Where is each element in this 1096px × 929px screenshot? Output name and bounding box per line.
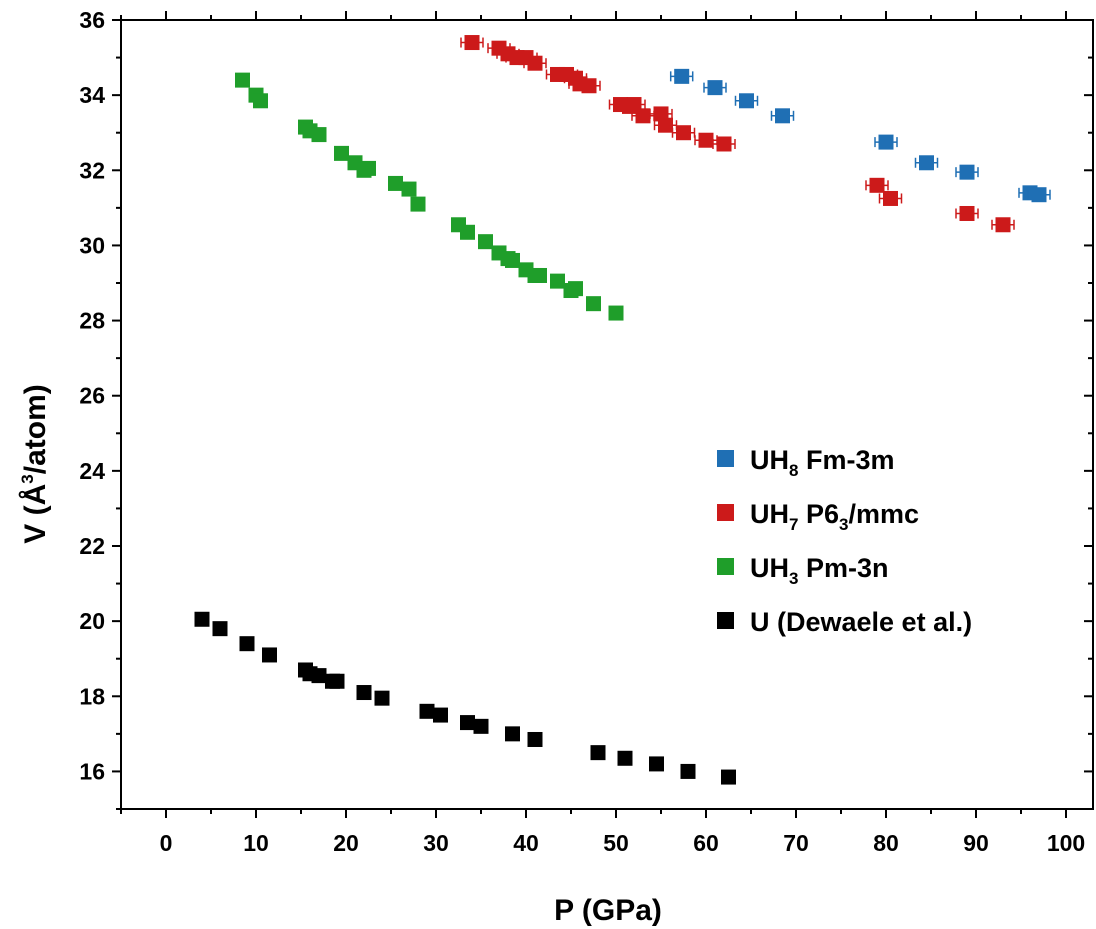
data-point <box>883 190 898 206</box>
data-point <box>194 611 210 627</box>
data-point <box>1031 187 1047 203</box>
legend-item-uh3: UH3 Pm-3n <box>717 553 889 588</box>
data-point <box>586 296 601 312</box>
data-point <box>460 715 475 731</box>
x-tick-label: 10 <box>243 830 269 856</box>
y-tick-label: 24 <box>79 458 105 484</box>
data-point <box>676 125 691 141</box>
data-point <box>707 80 723 96</box>
data-point <box>253 93 268 109</box>
data-point <box>235 72 250 88</box>
x-axis-title: P (GPa) <box>554 894 662 927</box>
data-point <box>608 305 624 321</box>
x-tick-label: 90 <box>963 830 989 856</box>
data-point <box>329 673 345 689</box>
data-point <box>419 703 435 719</box>
data-point <box>674 68 690 84</box>
data-point <box>374 690 390 706</box>
data-point <box>919 155 934 171</box>
data-point <box>356 685 372 701</box>
data-point <box>505 726 520 742</box>
data-point <box>239 636 255 652</box>
y-tick-label: 20 <box>79 608 105 634</box>
data-point <box>433 707 448 723</box>
data-point <box>464 35 480 51</box>
data-point <box>878 134 894 150</box>
data-point <box>680 763 696 779</box>
x-tick-label: 50 <box>603 830 629 856</box>
data-point <box>388 175 403 191</box>
x-tick-label: 40 <box>513 830 539 856</box>
data-point <box>568 281 583 297</box>
data-point <box>869 177 885 193</box>
legend-label-u: U (Dewaele et al.) <box>750 607 972 637</box>
x-tick-label: 0 <box>160 830 173 856</box>
x-tick-label: 60 <box>693 830 719 856</box>
legend-label-uh3: UH3 Pm-3n <box>750 553 889 588</box>
data-point <box>716 136 732 152</box>
data-point <box>995 217 1011 233</box>
data-point <box>649 756 664 772</box>
x-tick-label: 30 <box>423 830 449 856</box>
data-point <box>775 108 790 124</box>
data-point <box>739 93 754 109</box>
y-tick-label: 32 <box>79 157 105 183</box>
legend-label-uh8: UH8 Fm-3m <box>750 445 895 480</box>
data-point <box>653 106 669 122</box>
legend-marker-uh8 <box>717 450 734 467</box>
plot-frame <box>120 19 1094 810</box>
y-tick-label: 28 <box>79 308 105 334</box>
legend-item-uh7: UH7 P63/mmc <box>717 499 919 534</box>
data-point <box>635 108 651 124</box>
y-tick-label: 22 <box>79 533 105 559</box>
legend-item-u: U (Dewaele et al.) <box>717 607 972 637</box>
data-point <box>617 750 633 766</box>
data-point <box>334 145 349 161</box>
legend-marker-u <box>717 612 734 629</box>
axes-layer <box>112 11 1094 818</box>
y-tick-label: 26 <box>79 383 105 409</box>
x-tick-label: 100 <box>1047 830 1085 856</box>
y-tick-label: 34 <box>79 82 105 108</box>
data-point <box>698 132 714 148</box>
data-point <box>721 769 736 785</box>
data-point <box>473 718 489 734</box>
data-point <box>626 97 642 113</box>
data-point <box>527 55 543 71</box>
data-point <box>550 273 565 289</box>
y-tick-label: 16 <box>79 758 105 784</box>
y-tick-label: 36 <box>79 7 105 33</box>
data-point <box>311 668 327 684</box>
data-point <box>959 164 975 180</box>
data-point <box>505 252 520 268</box>
legend-item-uh8: UH8 Fm-3m <box>717 445 895 480</box>
data-point <box>527 731 543 747</box>
legend-marker-uh7 <box>717 504 734 521</box>
labels-layer: 0 10 20 30 40 50 60 70 80 90 100 16 18 20 22 24 26 28 30 32… <box>79 7 1085 856</box>
data-point <box>460 224 475 240</box>
data-point <box>262 647 277 663</box>
x-tick-label: 80 <box>873 830 899 856</box>
data-point <box>658 117 673 133</box>
data-point <box>478 234 493 250</box>
legend: UH8 Fm-3m UH7 P63/mmc UH3 Pm-3n U (Dewae… <box>717 445 972 637</box>
points-layer <box>194 35 1051 785</box>
data-point <box>212 621 228 637</box>
data-point <box>410 196 426 212</box>
data-point <box>361 160 376 176</box>
legend-label-uh7: UH7 P63/mmc <box>750 499 919 534</box>
data-point <box>532 267 547 283</box>
data-point <box>401 181 417 197</box>
y-tick-label: 30 <box>79 232 105 258</box>
data-point <box>590 745 606 761</box>
x-tick-label: 20 <box>333 830 359 856</box>
y-axis-title: V (Å3/atom) <box>18 384 52 543</box>
data-point <box>581 78 597 94</box>
data-point <box>959 205 975 221</box>
y-tick-label: 18 <box>79 683 105 709</box>
data-point <box>311 127 327 143</box>
x-tick-label: 70 <box>783 830 809 856</box>
legend-marker-uh3 <box>717 558 734 575</box>
